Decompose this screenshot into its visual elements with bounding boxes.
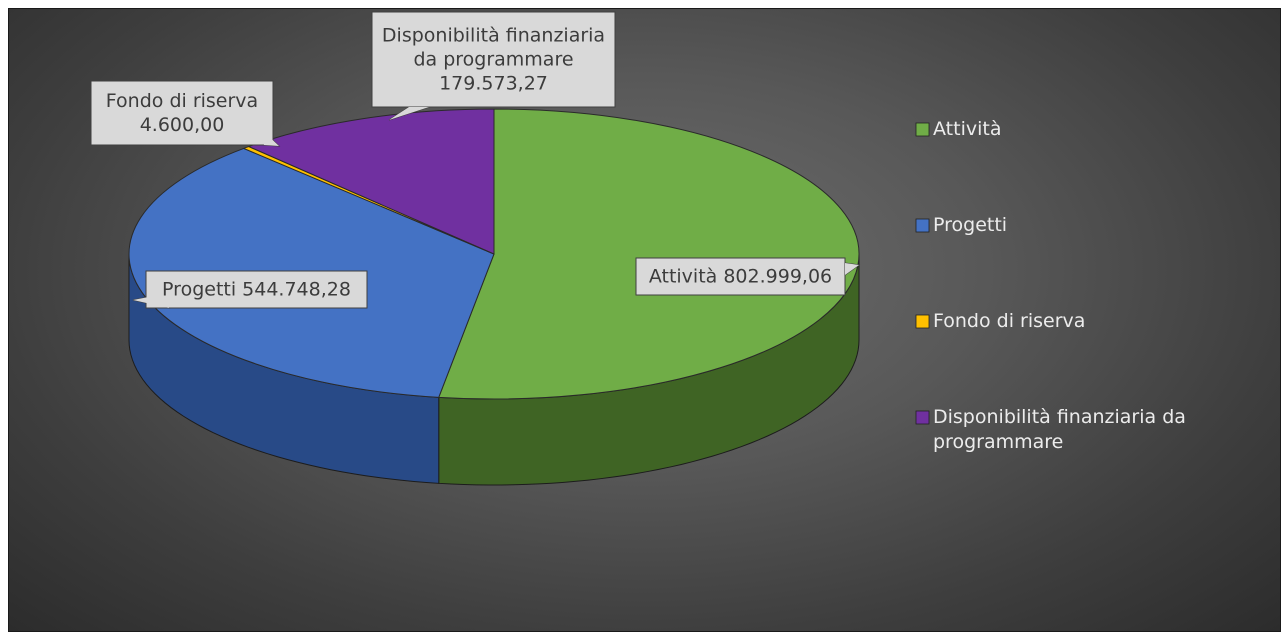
legend-item-fondo-di-riserva: Fondo di riserva [915,310,1085,332]
data-label-text: Disponibilità finanziaria da programmare 1… [382,25,605,95]
legend-swatch [915,410,930,425]
legend-item-disponibilita-finanziaria-da-programmare: Disponibilità finanziaria da programmare [915,406,1186,453]
data-label-attivita: Attività 802.999,06 [635,257,861,296]
chart-area: Attività 802.999,06 Progetti 544.748,28 Fo… [8,8,1281,632]
data-label-text: Progetti 544.748,28 [162,279,351,301]
pie-chart: Attività 802.999,06 Progetti 544.748,28 Fo… [90,11,1186,486]
legend-swatch [915,314,930,329]
pie-tops [128,108,860,400]
legend-swatch [915,218,930,233]
legend-label: Attività [933,118,1001,140]
data-labels: Attività 802.999,06 Progetti 544.748,28 Fo… [90,11,861,309]
legend: Attività Progetti Fondo di riserva Disponib… [915,118,1186,453]
data-label-progetti: Progetti 544.748,28 [132,270,368,309]
legend-label: Progetti [933,214,1007,236]
legend-label: Fondo di riserva [933,310,1085,332]
data-label-fondo-di-riserva: Fondo di riserva 4.600,00 [90,80,281,147]
legend-swatch [915,122,930,137]
data-label-text: Fondo di riserva 4.600,00 [106,90,258,136]
legend-label: Disponibilità finanziaria da programmare [933,406,1186,453]
legend-item-progetti: Progetti [915,214,1007,236]
data-label-disponibilita-finanziaria-da-programmare: Disponibilità finanziaria da programmare 1… [371,11,616,121]
legend-item-attivita: Attività [915,118,1001,140]
data-label-text: Attività 802.999,06 [649,266,832,288]
